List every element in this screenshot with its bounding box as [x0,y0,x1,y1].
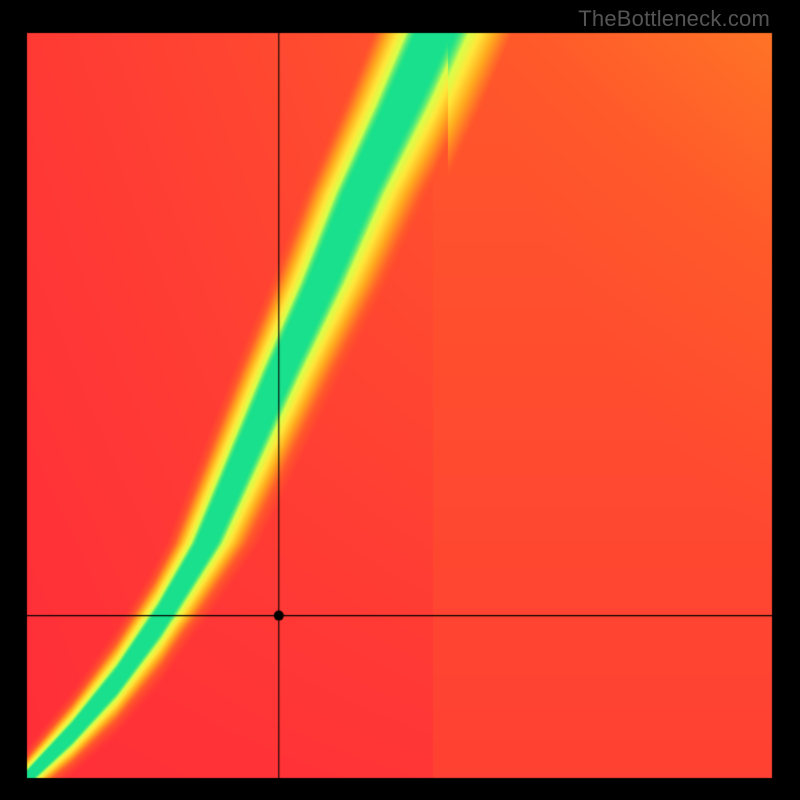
heatmap-canvas [0,0,800,800]
watermark-text: TheBottleneck.com [578,6,770,32]
chart-container: TheBottleneck.com [0,0,800,800]
